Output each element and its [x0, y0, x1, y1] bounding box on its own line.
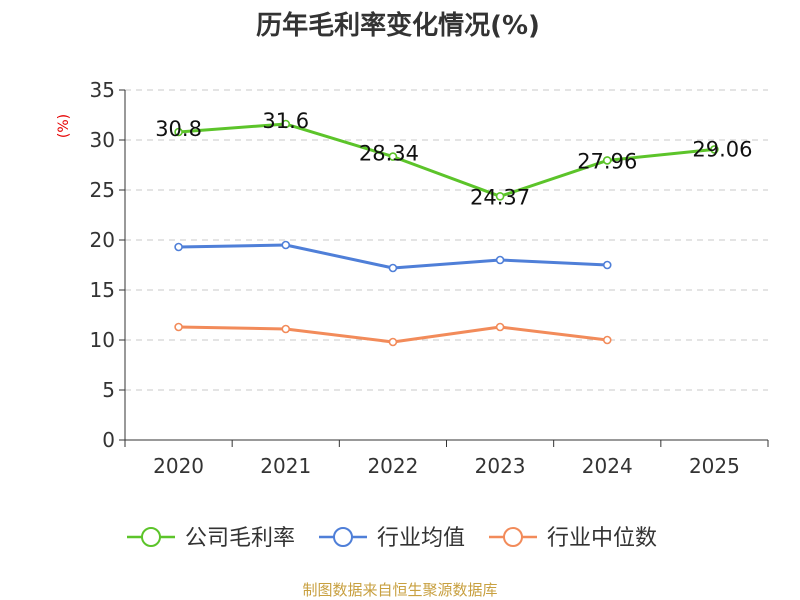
data-point [495, 192, 505, 201]
data-point [281, 240, 291, 250]
legend-item-2[interactable]: 行业中位数 [489, 526, 657, 551]
data-point [495, 255, 505, 265]
x-tick-label: 2022 [367, 454, 418, 478]
data-point [174, 322, 183, 332]
data-point [710, 145, 719, 154]
legend-marker [141, 527, 161, 547]
x-tick-label: 2020 [153, 454, 204, 478]
y-tick-label: 10 [90, 328, 115, 352]
data-label: 28.34 [359, 142, 419, 166]
y-tick-label: 25 [90, 178, 115, 202]
data-point [281, 119, 291, 129]
x-tick-label: 2024 [582, 454, 633, 478]
data-point [281, 324, 291, 334]
series-lines [174, 119, 719, 347]
y-tick-label: 15 [90, 278, 115, 302]
x-tick-label: 2021 [260, 454, 311, 478]
legend: 公司毛利率 行业均值 行业中位数 [127, 526, 657, 551]
data-point [388, 152, 398, 161]
legend-label: 行业均值 [377, 526, 465, 551]
data-point [602, 156, 612, 165]
legend-item-1[interactable]: 行业均值 [319, 526, 465, 551]
legend-marker [333, 527, 353, 547]
data-labels: 30.8 31.6 28.34 24.37 27.96 29.06 [155, 109, 752, 209]
legend-marker [503, 527, 523, 547]
legend-label: 行业中位数 [547, 526, 657, 551]
data-label: 31.6 [262, 109, 309, 133]
y-axis-unit-label: (%) [56, 114, 72, 138]
y-tick-label: 30 [90, 128, 115, 152]
data-label: 30.8 [155, 117, 202, 141]
grid-lines [125, 89, 768, 391]
data-label: 24.37 [470, 185, 530, 209]
data-point [174, 127, 183, 137]
source-note: 制图数据来自恒生聚源数据库 [302, 581, 497, 599]
x-tick-label: 2023 [475, 454, 526, 478]
data-point [388, 263, 398, 273]
y-tick-label: 35 [90, 78, 115, 102]
series-line-0 [177, 122, 716, 198]
data-point [174, 242, 183, 252]
y-tick-label: 5 [102, 378, 115, 402]
legend-label: 公司毛利率 [185, 526, 295, 551]
data-point [602, 335, 612, 345]
data-label: 29.06 [692, 137, 752, 161]
data-label: 27.96 [577, 149, 637, 173]
y-tick-label: 20 [90, 228, 115, 252]
data-point [495, 322, 505, 332]
data-point [602, 260, 612, 270]
x-tick-label: 2025 [689, 454, 740, 478]
data-point [388, 337, 398, 347]
legend-item-0[interactable]: 公司毛利率 [127, 526, 295, 551]
y-tick-label: 0 [102, 428, 115, 452]
chart-title: 历年毛利率变化情况(%) [256, 10, 540, 41]
